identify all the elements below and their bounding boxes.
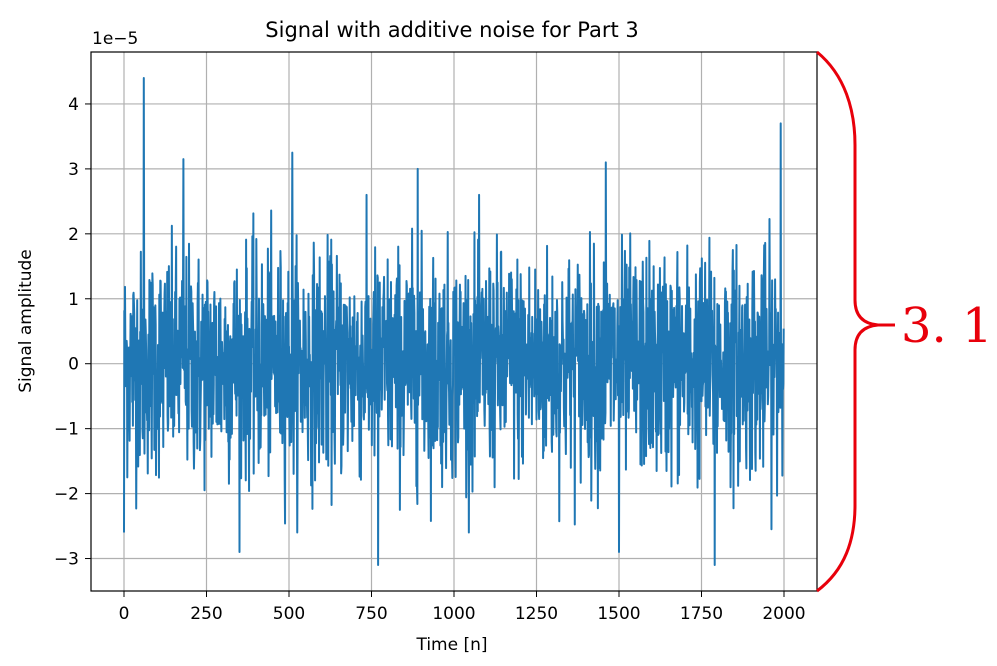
y-axis-label: Signal amplitude bbox=[16, 249, 36, 393]
x-axis-ticks: 0 250 500 750 1000 1250 1500 1750 2000 bbox=[119, 591, 806, 624]
y-tick-label: 0 bbox=[68, 355, 79, 375]
y-tick-label: 1 bbox=[68, 290, 79, 310]
x-tick-label: 1000 bbox=[432, 604, 475, 624]
x-tick-label: 1500 bbox=[597, 604, 640, 624]
y-tick-label: −3 bbox=[54, 550, 79, 570]
y-axis-ticks: −3 −2 −1 0 1 2 3 4 bbox=[54, 95, 91, 570]
series-line-signal bbox=[123, 76, 785, 567]
y-tick-label: 3 bbox=[68, 160, 79, 180]
x-axis-label: Time [n] bbox=[415, 635, 487, 655]
y-tick-label: 2 bbox=[68, 225, 79, 245]
y-tick-label: 4 bbox=[68, 95, 79, 115]
chart-title: Signal with additive noise for Part 3 bbox=[265, 18, 638, 42]
series-group bbox=[123, 76, 785, 567]
x-tick-label: 1250 bbox=[515, 604, 558, 624]
annotation-label: 3. 1 bbox=[901, 298, 993, 354]
x-tick-label: 250 bbox=[190, 604, 222, 624]
y-tick-label: −2 bbox=[54, 485, 79, 505]
x-tick-label: 1750 bbox=[680, 604, 723, 624]
x-tick-label: 750 bbox=[355, 604, 387, 624]
red-brace-annotation bbox=[816, 50, 895, 593]
x-tick-label: 2000 bbox=[762, 604, 805, 624]
y-offset-label: 1e−5 bbox=[92, 29, 138, 49]
x-tick-label: 0 bbox=[119, 604, 130, 624]
y-tick-label: −1 bbox=[54, 420, 79, 440]
x-tick-label: 500 bbox=[273, 604, 305, 624]
